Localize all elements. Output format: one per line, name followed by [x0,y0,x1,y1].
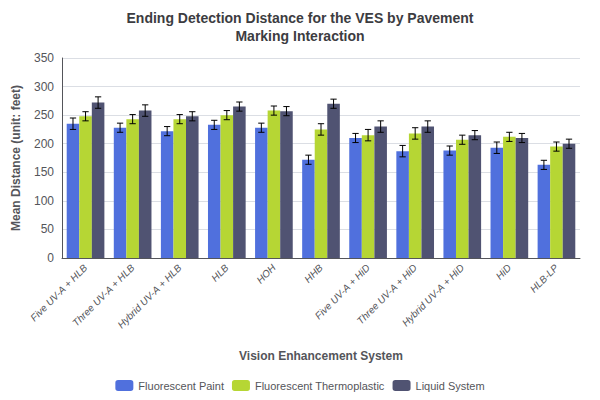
svg-text:Three UV-A + HLB: Three UV-A + HLB [70,262,137,329]
svg-text:350: 350 [34,51,54,65]
svg-text:300: 300 [34,80,54,94]
svg-text:0: 0 [47,251,54,265]
svg-text:HHB: HHB [302,262,325,285]
svg-text:HLB-LP: HLB-LP [528,262,561,295]
svg-text:Five UV-A + HLB: Five UV-A + HLB [28,262,90,324]
svg-text:Three UV-A + HiD: Three UV-A + HiD [354,262,420,327]
svg-text:100: 100 [34,194,54,208]
svg-text:Fluorescent Paint: Fluorescent Paint [138,380,224,392]
svg-text:Five UV-A + HiD: Five UV-A + HiD [312,262,372,322]
svg-text:Mean Distance (unit: feet): Mean Distance (unit: feet) [9,85,23,231]
svg-text:Fluorescent Thermoplastic: Fluorescent Thermoplastic [255,380,385,392]
svg-text:250: 250 [34,108,54,122]
svg-text:HLB: HLB [209,262,231,284]
svg-text:Ending Detection Distance for: Ending Detection Distance for the VES by… [127,10,474,26]
svg-text:200: 200 [34,137,54,151]
svg-text:50: 50 [41,222,55,236]
svg-text:Hybrid UV-A + HiD: Hybrid UV-A + HiD [400,262,466,328]
svg-text:HiD: HiD [494,262,514,282]
svg-text:HOH: HOH [254,262,278,286]
svg-text:Hybrid UV-A + HLB: Hybrid UV-A + HLB [115,262,184,331]
svg-text:Marking Interaction: Marking Interaction [235,28,364,44]
svg-text:Vision Enhancement System: Vision Enhancement System [239,349,403,363]
svg-text:Liquid System: Liquid System [416,380,485,392]
svg-text:150: 150 [34,165,54,179]
